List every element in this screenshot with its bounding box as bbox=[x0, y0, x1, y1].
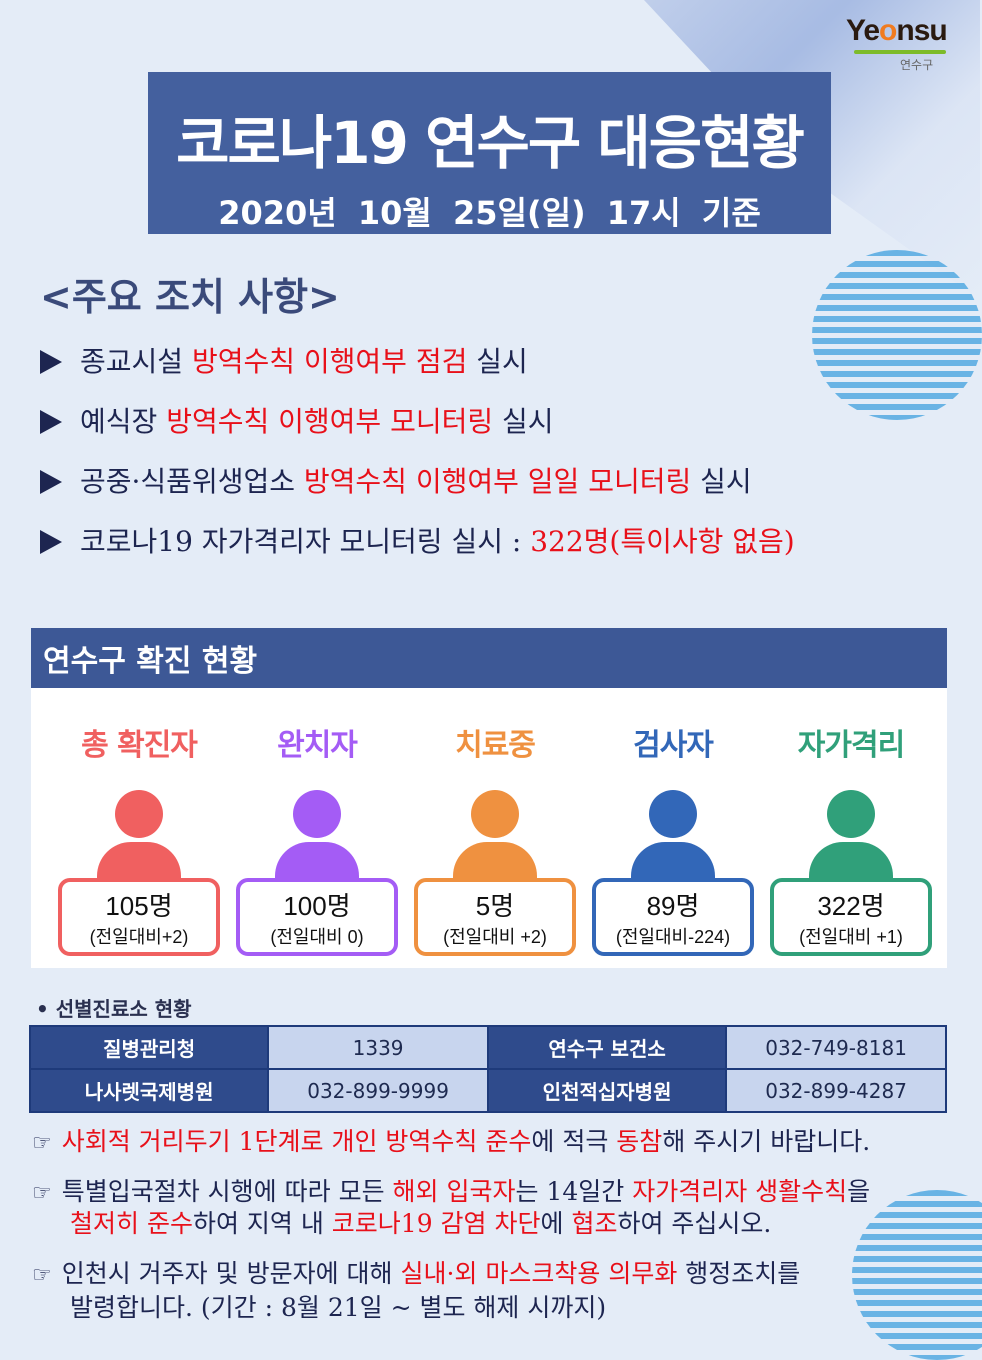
status-card: 자가격리 322명 (전일대비 +1) bbox=[766, 688, 936, 956]
status-count: 5명 bbox=[475, 891, 515, 921]
clinic-phone: 032-749-8181 bbox=[725, 1025, 947, 1070]
status-count: 105명 bbox=[105, 891, 173, 921]
text-segment: 실시 bbox=[493, 405, 554, 438]
triangle-bullet-icon bbox=[40, 530, 62, 554]
person-icon bbox=[410, 790, 580, 886]
clinic-name: 나사렛국제병원 bbox=[28, 1068, 270, 1113]
person-icon bbox=[588, 790, 758, 886]
person-icon bbox=[232, 790, 402, 886]
table-row: 질병관리청 1339 연수구 보건소 032-749-8181 bbox=[28, 1025, 947, 1070]
text-segment: 코로나19 자가격리자 모니터링 실시 : bbox=[80, 525, 531, 558]
status-value-box: 100명 (전일대비 0) bbox=[236, 878, 398, 956]
highlight-text: 방역수칙 이행여부 일일 모니터링 bbox=[303, 465, 692, 498]
status-card: 완치자 100명 (전일대비 0) bbox=[232, 688, 402, 956]
status-label: 치료중 bbox=[455, 728, 536, 763]
measure-item: 종교시설 방역수칙 이행여부 점검 실시 bbox=[40, 340, 528, 380]
page-title: 코로나19 연수구 대응현황 bbox=[176, 109, 805, 177]
background-stripes bbox=[852, 1190, 982, 1360]
person-icon bbox=[766, 790, 936, 886]
status-label: 검사자 bbox=[633, 728, 714, 763]
status-value-box: 5명 (전일대비 +2) bbox=[414, 878, 576, 956]
measure-item: 예식장 방역수칙 이행여부 모니터링 실시 bbox=[40, 400, 554, 440]
pointing-hand-icon: ☞ bbox=[32, 1181, 52, 1206]
pointing-hand-icon: ☞ bbox=[32, 1131, 52, 1156]
text-segment: 종교시설 bbox=[80, 345, 192, 378]
status-change: (전일대비 0) bbox=[270, 927, 364, 947]
status-card: 검사자 89명 (전일대비-224) bbox=[588, 688, 758, 956]
notice-line: ☞ 사회적 거리두기 1단계로 개인 방역수칙 준수에 적극 동참해 주시기 바랍… bbox=[32, 1122, 870, 1158]
clinic-phone: 032-899-4287 bbox=[725, 1068, 947, 1113]
clinics-table: 질병관리청 1339 연수구 보건소 032-749-8181 나사렛국제병원 032-… bbox=[28, 1025, 947, 1113]
highlight-text: 동참 bbox=[616, 1127, 663, 1156]
highlight-text: 코로나19 감염 차단 bbox=[331, 1209, 541, 1238]
status-card: 치료중 5명 (전일대비 +2) bbox=[410, 688, 580, 956]
measure-item: 코로나19 자가격리자 모니터링 실시 : 322명(특이사항 없음) bbox=[40, 520, 795, 560]
clinic-name: 인천적십자병원 bbox=[486, 1068, 728, 1113]
highlight-text: 사회적 거리두기 1단계로 개인 방역수칙 준수 bbox=[61, 1127, 532, 1156]
status-count: 100명 bbox=[283, 891, 351, 921]
pointing-hand-icon: ☞ bbox=[32, 1263, 52, 1288]
highlight-text: 322명(특이사항 없음) bbox=[530, 525, 795, 558]
status-value-box: 322명 (전일대비 +1) bbox=[770, 878, 932, 956]
date-subtitle: 2020년 10월 25일(일) 17시 기준 bbox=[218, 194, 761, 232]
status-value-box: 105명 (전일대비+2) bbox=[58, 878, 220, 956]
table-row: 나사렛국제병원 032-899-9999 인천적십자병원 032-899-4287 bbox=[28, 1068, 947, 1113]
notice-line: 철저히 준수하여 지역 내 코로나19 감염 차단에 협조하여 주십시오. bbox=[70, 1204, 771, 1240]
text-segment: 는 14일간 bbox=[515, 1177, 633, 1206]
status-count: 89명 bbox=[646, 891, 700, 921]
triangle-bullet-icon bbox=[40, 470, 62, 494]
background-stripes bbox=[812, 250, 982, 420]
text-segment: 하여 주십시오. bbox=[617, 1209, 772, 1238]
yeonsu-logo: Yeonsu 연수구 bbox=[846, 14, 948, 72]
status-change: (전일대비 +2) bbox=[443, 927, 547, 947]
text-segment: 실시 bbox=[691, 465, 752, 498]
status-count: 322명 bbox=[817, 891, 885, 921]
notice-line: ☞ 인천시 거주자 및 방문자에 대해 실내·외 마스크착용 의무화 행정조치를 bbox=[32, 1254, 800, 1290]
triangle-bullet-icon bbox=[40, 350, 62, 374]
status-change: (전일대비-224) bbox=[615, 927, 731, 947]
measures-heading: <주요 조치 사항> bbox=[40, 275, 340, 319]
text-segment: 에 bbox=[540, 1209, 572, 1238]
text-segment: 공중·식품위생업소 bbox=[80, 465, 304, 498]
status-value-box: 89명 (전일대비-224) bbox=[592, 878, 754, 956]
status-label: 완치자 bbox=[277, 728, 358, 763]
measure-item: 공중·식품위생업소 방역수칙 이행여부 일일 모니터링 실시 bbox=[40, 460, 752, 500]
text-segment: 에 적극 bbox=[531, 1127, 617, 1156]
highlight-text: 해외 입국자 bbox=[392, 1177, 516, 1206]
clinic-name: 연수구 보건소 bbox=[486, 1025, 728, 1070]
text-segment: 특별입국절차 시행에 따라 모든 bbox=[61, 1177, 393, 1206]
status-change: (전일대비 +1) bbox=[799, 927, 903, 947]
text-segment: 하여 지역 내 bbox=[192, 1209, 332, 1238]
status-label: 총 확진자 bbox=[81, 728, 198, 763]
person-icon bbox=[54, 790, 224, 886]
status-label: 자가격리 bbox=[797, 728, 905, 763]
title-banner: 코로나19 연수구 대응현황 2020년 10월 25일(일) 17시 기준 bbox=[148, 72, 831, 234]
status-change: (전일대비+2) bbox=[89, 927, 189, 947]
status-heading: 연수구 확진 현황 bbox=[31, 628, 947, 688]
clinics-heading: • 선별진료소 현황 bbox=[36, 997, 192, 1021]
text-segment: 발령합니다. (기간 : 8월 21일 ~ 별도 해제 시까지) bbox=[70, 1293, 607, 1322]
clinic-name: 질병관리청 bbox=[28, 1025, 270, 1070]
highlight-text: 자가격리자 생활수칙 bbox=[632, 1177, 848, 1206]
highlight-text: 협조 bbox=[571, 1209, 618, 1238]
notice-line: ☞ 특별입국절차 시행에 따라 모든 해외 입국자는 14일간 자가격리자 생활수… bbox=[32, 1172, 870, 1208]
status-panel: 총 확진자 105명 (전일대비+2) 완치자 100명 (전일대비 0) 치료중 … bbox=[31, 688, 947, 968]
triangle-bullet-icon bbox=[40, 410, 62, 434]
text-segment: 을 bbox=[847, 1177, 871, 1206]
highlight-text: 실내·외 마스크착용 의무화 bbox=[400, 1259, 678, 1288]
text-segment: 인천시 거주자 및 방문자에 대해 bbox=[61, 1259, 401, 1288]
highlight-text: 방역수칙 이행여부 모니터링 bbox=[166, 405, 494, 438]
highlight-text: 방역수칙 이행여부 점검 bbox=[191, 345, 468, 378]
text-segment: 예식장 bbox=[80, 405, 167, 438]
text-segment: 실시 bbox=[467, 345, 528, 378]
status-card: 총 확진자 105명 (전일대비+2) bbox=[54, 688, 224, 956]
highlight-text: 철저히 준수 bbox=[70, 1209, 193, 1238]
clinic-phone: 032-899-9999 bbox=[267, 1068, 489, 1113]
clinic-phone: 1339 bbox=[267, 1025, 489, 1070]
text-segment: 해 주시기 바랍니다. bbox=[662, 1127, 871, 1156]
text-segment: 행정조치를 bbox=[677, 1259, 801, 1288]
notice-line: 발령합니다. (기간 : 8월 21일 ~ 별도 해제 시까지) bbox=[70, 1288, 606, 1324]
